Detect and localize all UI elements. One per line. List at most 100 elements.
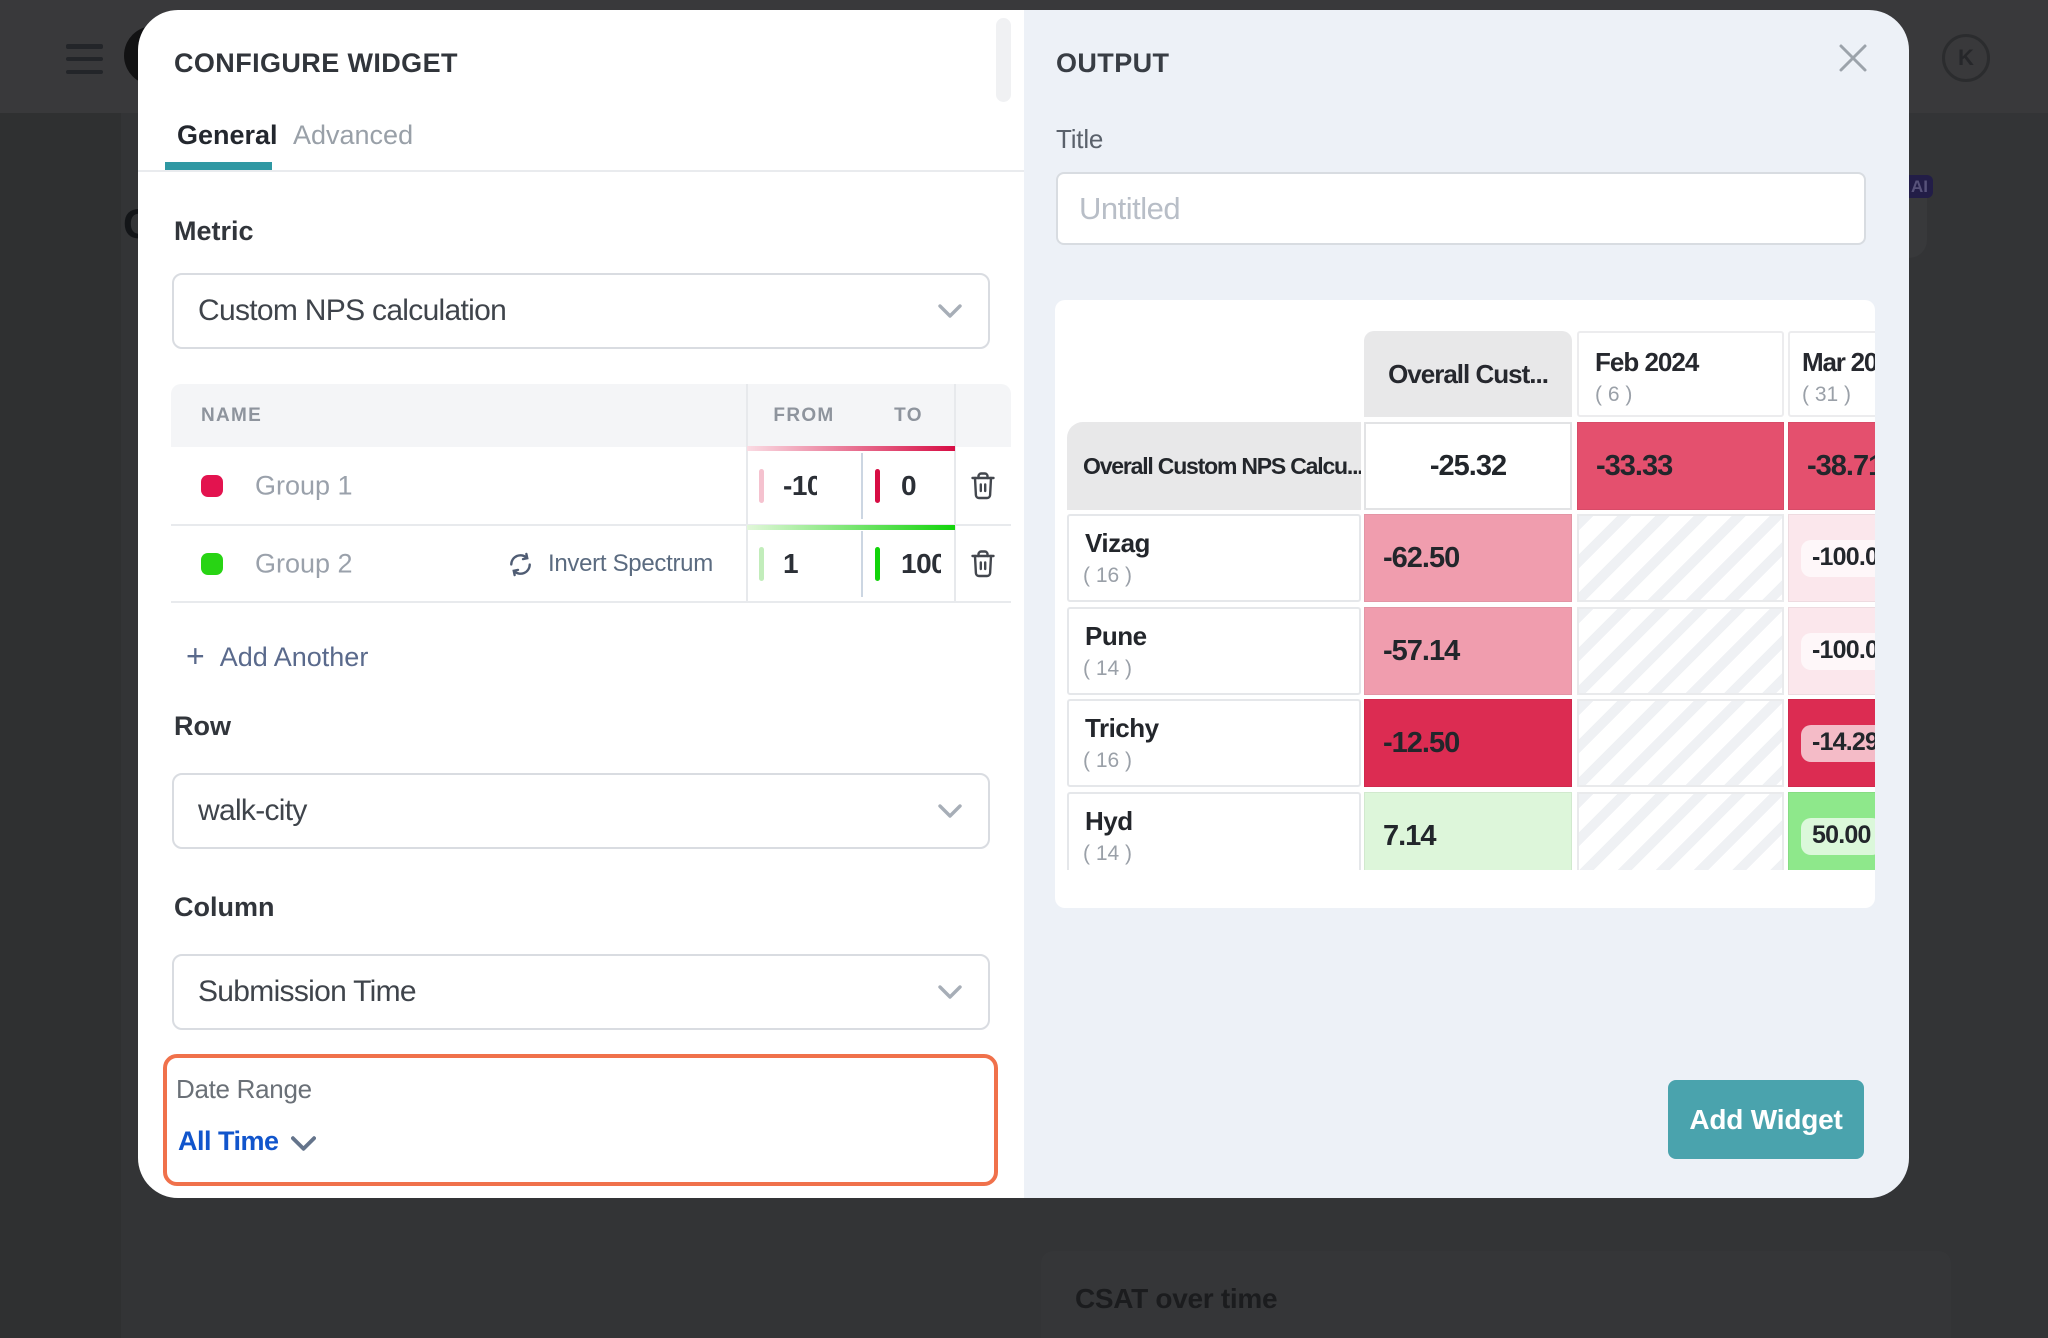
column-header-label: Overall Cust... bbox=[1388, 358, 1549, 389]
column-header-label: Feb 2024 bbox=[1595, 347, 1699, 377]
row-label-name: Overall Custom NPS Calcu... bbox=[1083, 452, 1361, 479]
cell-value: -57.14 bbox=[1383, 634, 1460, 667]
metric-select-value: Custom NPS calculation bbox=[198, 294, 507, 327]
row-label-name: Hyd bbox=[1085, 806, 1133, 836]
chevron-down-icon bbox=[938, 304, 962, 318]
table-row-divider bbox=[171, 524, 1011, 526]
background-gutter bbox=[0, 113, 121, 1338]
column-header-mar-2024: Mar 2024 ( 31 ) bbox=[1788, 331, 1875, 417]
row-label-pune: Pune ( 14 ) bbox=[1067, 607, 1361, 695]
row-label-overall: Overall Custom NPS Calcu... bbox=[1067, 422, 1361, 510]
cell-vizag-feb-no-data bbox=[1577, 514, 1784, 602]
row-select[interactable]: walk-city bbox=[172, 773, 990, 849]
tab-general[interactable]: General bbox=[177, 120, 278, 150]
csat-widget-heading: CSAT over time bbox=[1075, 1283, 1278, 1314]
scrollbar-thumb[interactable] bbox=[996, 18, 1011, 102]
groups-table: NAME FROM TO Group 1 -10 0 bbox=[171, 384, 1011, 603]
group2-from-input[interactable]: 1 bbox=[783, 548, 799, 579]
cell-overall-feb: -33.33 bbox=[1577, 422, 1784, 510]
metric-select[interactable]: Custom NPS calculation bbox=[172, 273, 990, 349]
group2-to-bar bbox=[875, 547, 880, 581]
row-label-trichy: Trichy ( 16 ) bbox=[1067, 699, 1361, 787]
row-label-name: Vizag bbox=[1085, 528, 1150, 558]
active-tab-underline bbox=[165, 162, 272, 170]
cell-value-chip: -14.29 bbox=[1801, 724, 1875, 762]
group1-to-input[interactable]: 0 bbox=[901, 470, 917, 501]
title-field-label: Title bbox=[1056, 124, 1104, 154]
column-select[interactable]: Submission Time bbox=[172, 954, 990, 1030]
invert-spectrum-button[interactable]: Invert Spectrum bbox=[507, 550, 713, 578]
table-vertical-border bbox=[746, 384, 748, 603]
output-title: OUTPUT bbox=[1056, 48, 1170, 78]
cell-hyd-feb-no-data bbox=[1577, 792, 1784, 870]
output-table: Overall Cust... Feb 2024 ( 6 ) Mar 2024 … bbox=[1067, 331, 1875, 870]
close-icon[interactable] bbox=[1837, 42, 1869, 74]
cell-pune-feb-no-data bbox=[1577, 607, 1784, 695]
column-header-label: Mar 2024 bbox=[1802, 347, 1875, 377]
cell-value: -38.71 bbox=[1807, 449, 1875, 482]
column-header-from: FROM bbox=[773, 404, 835, 426]
column-label: Column bbox=[174, 892, 275, 922]
column-select-value: Submission Time bbox=[198, 975, 417, 1008]
row-select-value: walk-city bbox=[198, 794, 307, 827]
column-header-feb-2024: Feb 2024 ( 6 ) bbox=[1577, 331, 1784, 417]
invert-spectrum-label: Invert Spectrum bbox=[548, 550, 713, 577]
cell-vizag-overall: -62.50 bbox=[1364, 514, 1572, 602]
group1-spectrum-bar bbox=[747, 446, 955, 451]
chevron-down-icon bbox=[938, 985, 962, 999]
cell-value: -12.50 bbox=[1383, 726, 1460, 759]
cell-pune-mar: -100.00 bbox=[1788, 607, 1875, 695]
configure-panel: CONFIGURE WIDGET General Advanced Metric… bbox=[138, 10, 1024, 1198]
tab-advanced[interactable]: Advanced bbox=[293, 120, 414, 150]
row-label-name: Pune bbox=[1085, 621, 1147, 651]
date-range-label: Date Range bbox=[176, 1074, 312, 1104]
cell-value: -62.50 bbox=[1383, 541, 1460, 574]
cell-value-chip: -100.00 bbox=[1801, 539, 1875, 577]
user-avatar[interactable]: K bbox=[1942, 34, 1990, 82]
row-label-count: ( 16 ) bbox=[1083, 564, 1133, 587]
hamburger-menu-icon[interactable] bbox=[66, 44, 103, 74]
row-label: Row bbox=[174, 711, 231, 741]
cell-value: 7.14 bbox=[1383, 819, 1436, 852]
table-vertical-border bbox=[954, 384, 956, 603]
cell-hyd-overall: 7.14 bbox=[1364, 792, 1572, 870]
group2-to-input[interactable]: 100 bbox=[901, 548, 941, 579]
from-to-divider bbox=[861, 453, 863, 519]
cell-overall-mar: -38.71 bbox=[1788, 422, 1875, 510]
column-header-overall: Overall Cust... bbox=[1364, 331, 1572, 417]
group1-delete-icon[interactable] bbox=[970, 471, 996, 501]
group-row: Group 1 -10 0 bbox=[171, 447, 1011, 525]
group-row: Group 2 Invert Spectrum 1 1 bbox=[171, 525, 1011, 603]
row-label-hyd: Hyd ( 14 ) bbox=[1067, 792, 1361, 870]
background-widget-card: CSAT over time bbox=[1041, 1251, 1951, 1338]
cell-hyd-mar: 50.00 bbox=[1788, 792, 1875, 870]
tabs-divider bbox=[138, 170, 1024, 172]
output-preview-card: Overall Cust... Feb 2024 ( 6 ) Mar 2024 … bbox=[1055, 300, 1875, 908]
group2-color-swatch[interactable] bbox=[201, 553, 223, 575]
column-header-count: ( 6 ) bbox=[1595, 383, 1633, 406]
group1-from-input[interactable]: -10 bbox=[783, 470, 817, 501]
hamburger-bar bbox=[66, 69, 103, 74]
output-panel: OUTPUT Title Overall Cust... Feb 2024 ( … bbox=[1024, 10, 1909, 1198]
add-another-button[interactable]: + Add Another bbox=[186, 640, 368, 673]
date-range-value[interactable]: All Time bbox=[178, 1126, 279, 1156]
row-label-name: Trichy bbox=[1085, 713, 1159, 743]
cell-overall-overall: -25.32 bbox=[1364, 422, 1572, 510]
group2-delete-icon[interactable] bbox=[970, 549, 996, 579]
cell-trichy-overall: -12.50 bbox=[1364, 699, 1572, 787]
hamburger-bar bbox=[66, 44, 103, 49]
group1-name[interactable]: Group 1 bbox=[255, 470, 353, 501]
cell-value-chip: 50.00 bbox=[1801, 817, 1875, 855]
add-widget-button[interactable]: Add Widget bbox=[1668, 1080, 1864, 1159]
cell-vizag-mar: -100.00 bbox=[1788, 514, 1875, 602]
column-header-name: NAME bbox=[201, 404, 263, 426]
group2-name[interactable]: Group 2 bbox=[255, 548, 353, 579]
groups-table-header: NAME FROM TO bbox=[171, 384, 1011, 447]
group2-from-bar bbox=[759, 547, 764, 581]
chevron-down-icon[interactable] bbox=[291, 1136, 316, 1151]
title-input[interactable] bbox=[1056, 172, 1866, 245]
configure-widget-modal: CONFIGURE WIDGET General Advanced Metric… bbox=[138, 10, 1909, 1198]
configure-widget-title: CONFIGURE WIDGET bbox=[174, 48, 458, 78]
row-label-vizag: Vizag ( 16 ) bbox=[1067, 514, 1361, 602]
group1-color-swatch[interactable] bbox=[201, 475, 223, 497]
